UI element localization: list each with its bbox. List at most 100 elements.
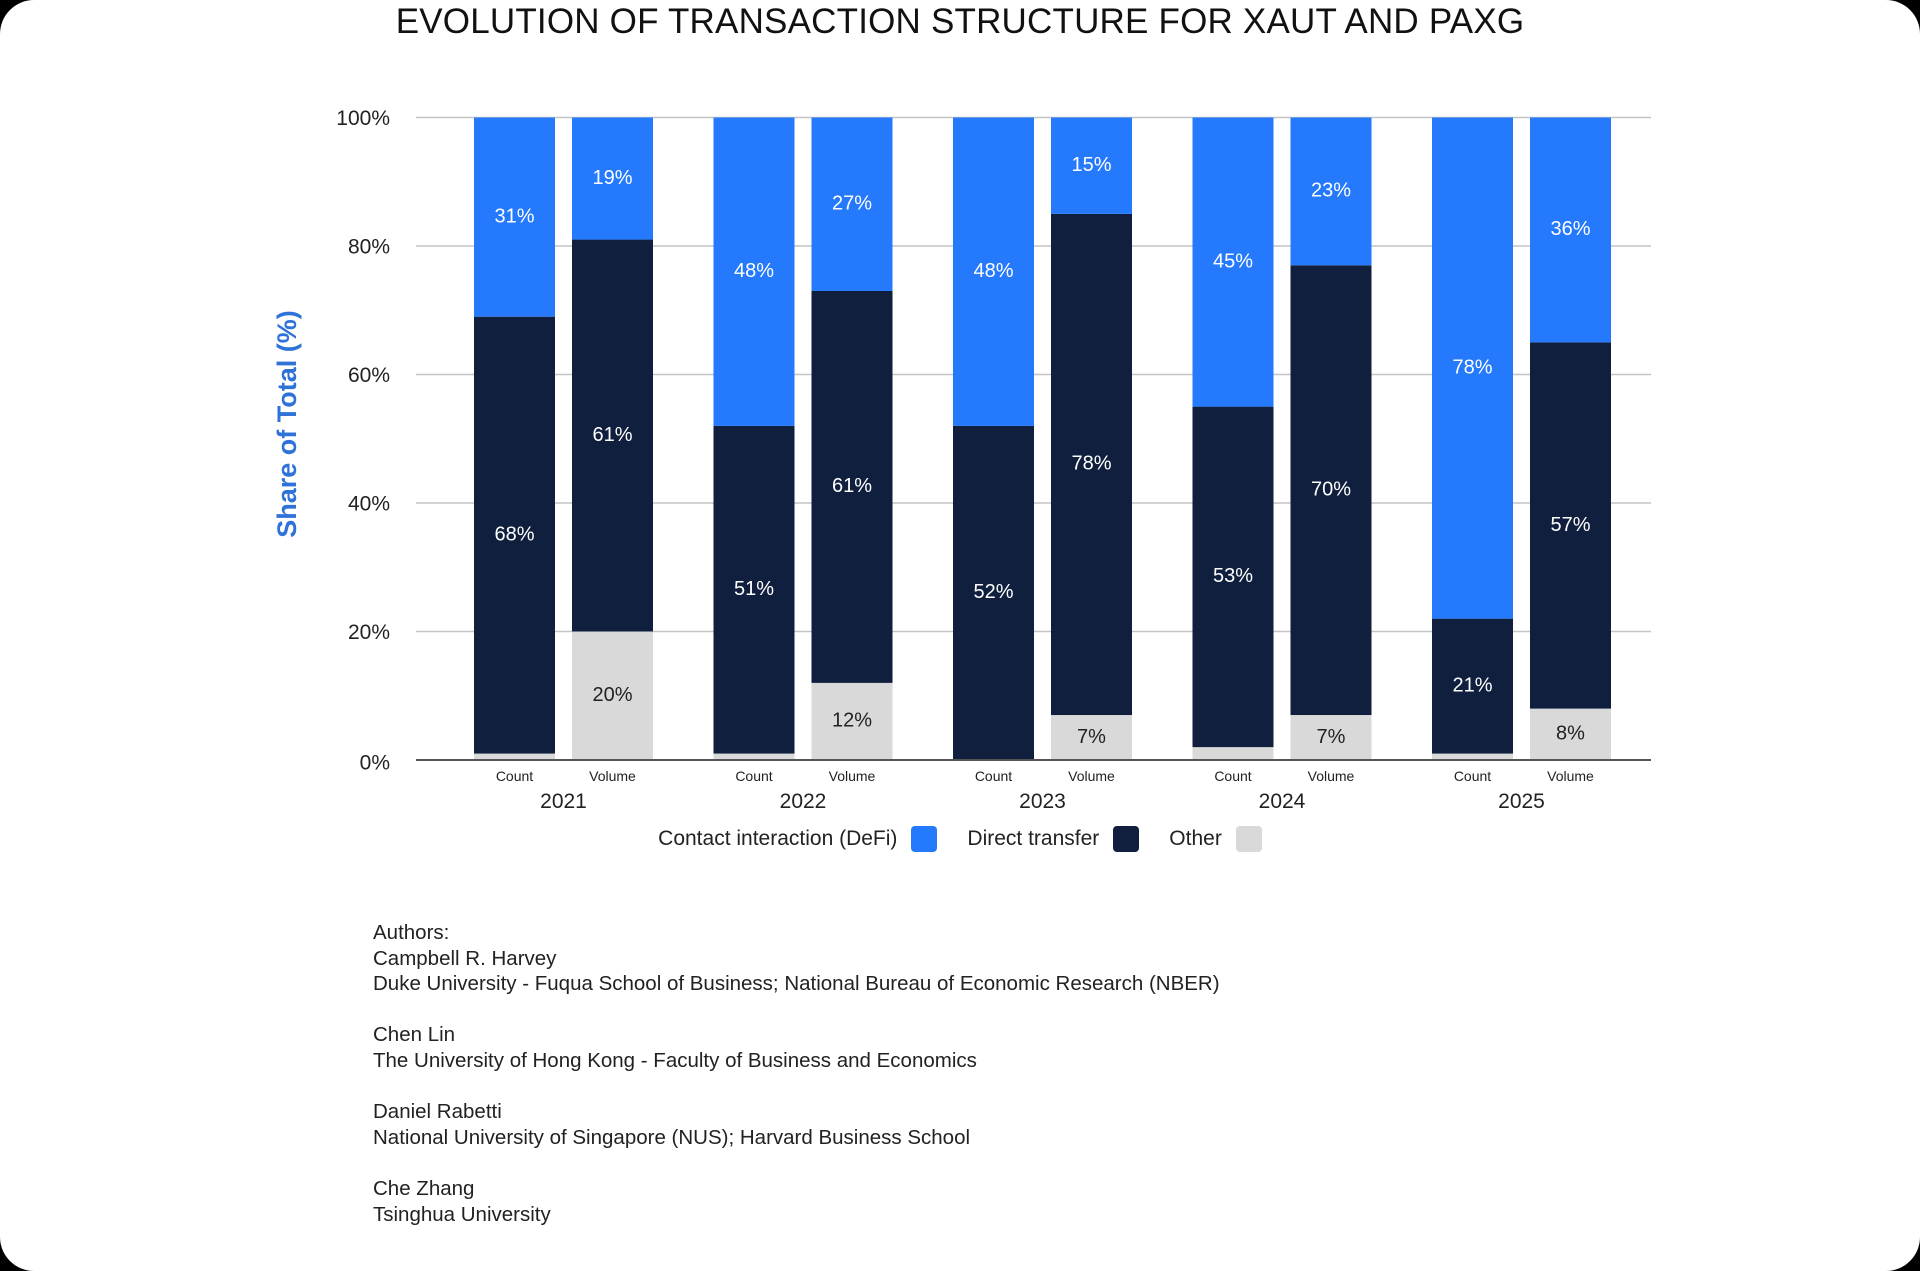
x-year-label: 2021 — [540, 790, 587, 813]
bar-segment-contact-interaction-defi- — [1192, 117, 1274, 407]
x-sub-label: Volume — [1308, 768, 1355, 784]
bar-segment-direct-transfer — [1290, 265, 1372, 716]
x-sub-label: Volume — [589, 768, 636, 784]
author-name: Chen Lin — [373, 1023, 456, 1047]
author: Chen Lin The University of Hong Kong - Fa… — [373, 1022, 1220, 1073]
data-label: 19% — [592, 167, 632, 189]
data-label: 31% — [494, 205, 534, 227]
data-label: 7% — [1317, 726, 1346, 748]
data-label: 23% — [1311, 180, 1351, 202]
data-label: 68% — [494, 523, 534, 545]
data-label: 61% — [832, 475, 872, 497]
data-label: 51% — [734, 578, 774, 600]
x-sub-label: Count — [1214, 768, 1251, 784]
legend-label: Other — [1169, 827, 1222, 850]
data-label: 7% — [1077, 726, 1106, 748]
y-tick-label: 60% — [348, 364, 390, 387]
bar-segment-other — [1530, 708, 1611, 760]
x-year-label: 2025 — [1498, 790, 1545, 813]
legend-label: Contact interaction (DeFi) — [658, 827, 898, 850]
bar-segment-other — [1192, 747, 1274, 760]
author-name: Daniel Rabetti — [373, 1100, 502, 1124]
y-tick-label: 20% — [348, 621, 390, 644]
bar-segment-direct-transfer — [713, 425, 795, 754]
bar-segment-contact-interaction-defi- — [572, 117, 653, 240]
author: Campbell R. Harvey Duke University - Fuqu… — [373, 946, 1220, 997]
legend-item-other: Other — [1169, 826, 1262, 852]
bar-segment-contact-interaction-defi- — [811, 117, 893, 291]
data-label: 78% — [1071, 453, 1111, 475]
legend-swatch — [1113, 826, 1140, 852]
bar-segment-direct-transfer — [1051, 213, 1132, 716]
author-name: Che Zhang — [373, 1176, 475, 1200]
y-tick-label: 100% — [336, 107, 390, 130]
data-label: 45% — [1213, 250, 1253, 272]
data-label: 48% — [973, 260, 1013, 282]
bar-segment-other — [1432, 753, 1513, 760]
bar-segment-contact-interaction-defi- — [474, 117, 555, 317]
x-year-label: 2024 — [1259, 790, 1306, 813]
legend-item-direct: Direct transfer — [967, 826, 1155, 852]
data-label: 36% — [1550, 218, 1590, 240]
x-sub-label: Volume — [1547, 768, 1594, 784]
legend-item-defi: Contact interaction (DeFi) — [658, 826, 953, 852]
data-label: 48% — [734, 260, 774, 282]
chart-title: EVOLUTION OF TRANSACTION STRUCTURE FOR X… — [395, 2, 1525, 41]
x-sub-label: Count — [1454, 768, 1491, 784]
legend-label: Direct transfer — [967, 827, 1100, 850]
x-year-label: 2022 — [780, 790, 827, 813]
author-name: Campbell R. Harvey — [373, 946, 557, 970]
bar-segment-other — [572, 631, 653, 760]
bar-segment-contact-interaction-defi- — [713, 117, 795, 426]
x-sub-label: Count — [496, 768, 533, 784]
data-label: 12% — [832, 710, 872, 732]
bar-segment-direct-transfer — [1530, 342, 1611, 709]
data-label: 15% — [1071, 154, 1111, 176]
authors-heading: Authors: — [373, 921, 450, 944]
legend-swatch — [911, 826, 938, 852]
bar-segment-direct-transfer — [1192, 406, 1274, 748]
author-affiliation: National University of Singapore (NUS); … — [373, 1125, 971, 1149]
x-year-label: 2023 — [1019, 790, 1066, 813]
y-tick-label: 80% — [348, 236, 390, 259]
bar-segment-contact-interaction-defi- — [1051, 117, 1132, 214]
bar-segment-other — [1290, 715, 1372, 760]
x-sub-label: Volume — [1068, 768, 1115, 784]
stacked-bar-chart: 0% 20% 40% 60% 80% 100% Share of Total (%) 68% 3… — [272, 107, 1651, 813]
bar-segment-contact-interaction-defi- — [1290, 117, 1372, 266]
bar-segment-other — [474, 753, 555, 760]
data-label: 20% — [592, 684, 632, 706]
bar-segment-direct-transfer — [1432, 618, 1513, 754]
bar-segment-direct-transfer — [474, 316, 555, 754]
author-affiliation: The University of Hong Kong - Faculty of… — [373, 1048, 977, 1072]
x-sub-label: Count — [735, 768, 772, 784]
data-label: 53% — [1213, 565, 1253, 587]
x-sub-label: Count — [975, 768, 1012, 784]
data-label: 70% — [1311, 478, 1351, 500]
y-tick-label: 0% — [360, 752, 390, 775]
data-label: 78% — [1452, 356, 1492, 378]
data-label: 21% — [1452, 674, 1492, 696]
author: Che Zhang Tsinghua University — [373, 1176, 1220, 1227]
author-affiliation: Duke University - Fuqua School of Busine… — [373, 972, 1220, 996]
y-tick-label: 40% — [348, 493, 390, 516]
legend-swatch — [1235, 826, 1262, 852]
author-affiliation: Tsinghua University — [373, 1202, 551, 1226]
legend: Contact interaction (DeFi) Direct transf… — [0, 826, 1920, 852]
data-label: 27% — [832, 193, 872, 215]
authors-section: Authors: Campbell R. Harvey Duke Universi… — [373, 920, 1220, 1253]
author: Daniel Rabetti National University of Sin… — [373, 1099, 1220, 1150]
data-label: 52% — [973, 581, 1013, 603]
x-sub-label: Volume — [829, 768, 876, 784]
data-label: 57% — [1550, 514, 1590, 536]
bar-segment-direct-transfer — [811, 290, 893, 683]
bar-segment-other — [713, 753, 795, 760]
data-label: 61% — [592, 424, 632, 446]
data-label: 8% — [1556, 723, 1585, 745]
bar-segment-contact-interaction-defi- — [1432, 117, 1513, 619]
bar-segment-direct-transfer — [572, 239, 653, 632]
bar-segment-direct-transfer — [953, 425, 1034, 760]
bar-segment-other — [811, 682, 893, 760]
bar-segment-other — [1051, 715, 1132, 760]
y-axis-label: Share of Total (%) — [272, 310, 302, 538]
